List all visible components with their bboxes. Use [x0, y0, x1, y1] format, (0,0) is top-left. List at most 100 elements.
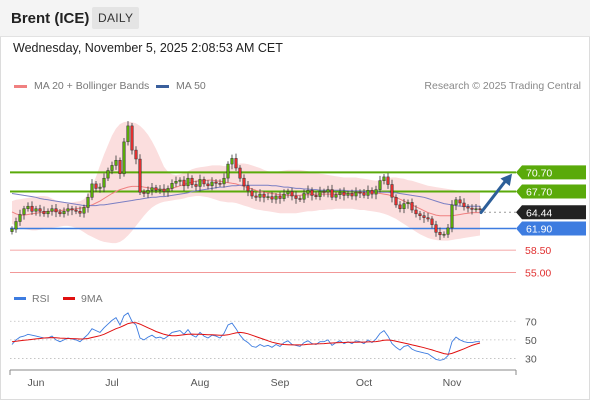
candle	[466, 203, 470, 213]
candle	[258, 189, 262, 202]
forecast-arrow-head	[500, 173, 512, 187]
candle-body	[298, 198, 302, 200]
candle	[322, 188, 326, 197]
instrument-title: Brent (ICE)	[11, 10, 90, 27]
x-tick-label: Nov	[443, 377, 462, 389]
level-label-67.70: 67.70	[516, 184, 586, 199]
candle-body	[442, 233, 446, 236]
candle	[286, 188, 290, 198]
candle	[426, 212, 430, 222]
bollinger-band-fill	[12, 121, 480, 244]
candle	[126, 121, 130, 146]
candle	[58, 209, 62, 217]
legend-swatch-ma20	[14, 84, 27, 88]
candle-body	[42, 211, 46, 215]
candle-body	[14, 221, 18, 230]
candle-body	[362, 192, 366, 196]
candle-body	[118, 160, 122, 174]
legend-label-ma20: MA 20 + Bollinger Bands	[34, 80, 150, 92]
candle	[370, 187, 374, 199]
candle-body	[30, 205, 34, 212]
candle	[406, 199, 410, 209]
candle-body	[98, 186, 102, 189]
candle-body	[406, 202, 410, 204]
candle	[102, 173, 106, 193]
candle	[386, 173, 390, 189]
level-tag	[516, 205, 586, 220]
candle	[346, 190, 350, 199]
candle-body	[390, 184, 394, 198]
candle-body	[426, 217, 430, 220]
candle-body	[222, 177, 226, 185]
candle-body	[478, 208, 482, 210]
candle	[422, 211, 426, 223]
candle	[354, 187, 358, 201]
report-datetime: Wednesday, November 5, 2025 2:08:53 AM C…	[13, 41, 283, 55]
rsi-tick-label: 30	[525, 353, 537, 365]
candle	[70, 205, 74, 216]
legend-ma20-bollinger: MA 20 + Bollinger Bands	[14, 80, 149, 92]
candle	[306, 185, 310, 198]
candle	[182, 176, 186, 191]
candle	[198, 174, 202, 192]
candle	[194, 180, 198, 191]
candle-body	[278, 195, 282, 199]
candle-body	[78, 211, 82, 214]
candle	[94, 181, 98, 192]
candle-body	[62, 211, 66, 215]
candle-body	[290, 191, 294, 197]
candle	[166, 185, 170, 197]
candle	[442, 231, 446, 238]
candle	[374, 185, 378, 200]
candle	[90, 179, 94, 201]
candle-body	[150, 187, 154, 191]
candle	[366, 185, 370, 199]
legend-label-ma50: MA 50	[176, 80, 206, 92]
x-tick-label: Aug	[191, 377, 210, 389]
candle-body	[210, 181, 214, 187]
period-badge[interactable]: DAILY	[92, 7, 140, 29]
candle-body	[242, 177, 246, 187]
candle-body	[422, 215, 426, 218]
candle	[22, 205, 26, 220]
candle	[430, 216, 434, 229]
candle-body	[310, 190, 314, 196]
candle	[362, 188, 366, 199]
candle	[294, 191, 298, 204]
candle-body	[266, 196, 270, 198]
rsi-legend-swatch	[14, 297, 26, 300]
candle-body	[66, 208, 70, 212]
candle	[410, 198, 414, 213]
candle	[210, 177, 214, 191]
candle	[82, 204, 86, 218]
rsi-legend-rsi: RSI	[14, 293, 50, 305]
candle	[134, 146, 138, 165]
candle	[230, 154, 234, 170]
candle	[414, 205, 418, 218]
level-label-70.70: 70.70	[516, 165, 586, 180]
rsi-tick-label: 50	[525, 335, 537, 347]
candle	[226, 161, 230, 183]
candle	[262, 191, 266, 203]
candle-body	[166, 188, 170, 192]
candle-body	[102, 177, 106, 188]
candle	[214, 179, 218, 189]
candle-body	[162, 188, 166, 192]
candle-body	[198, 179, 202, 187]
candle-body	[38, 208, 42, 212]
candle-body	[454, 199, 458, 206]
candle-body	[398, 204, 402, 209]
candle	[390, 179, 394, 203]
candle-body	[274, 195, 278, 200]
rsi-panel: RSI 9MA 70 50 30	[10, 293, 537, 365]
candle-body	[410, 202, 414, 211]
candle-body	[474, 208, 478, 210]
candle-body	[342, 191, 346, 196]
candle-body	[354, 191, 358, 197]
candle-body	[254, 195, 258, 198]
candle	[54, 203, 58, 218]
candle	[474, 203, 478, 213]
candle-body	[282, 193, 286, 199]
candle	[154, 184, 158, 194]
